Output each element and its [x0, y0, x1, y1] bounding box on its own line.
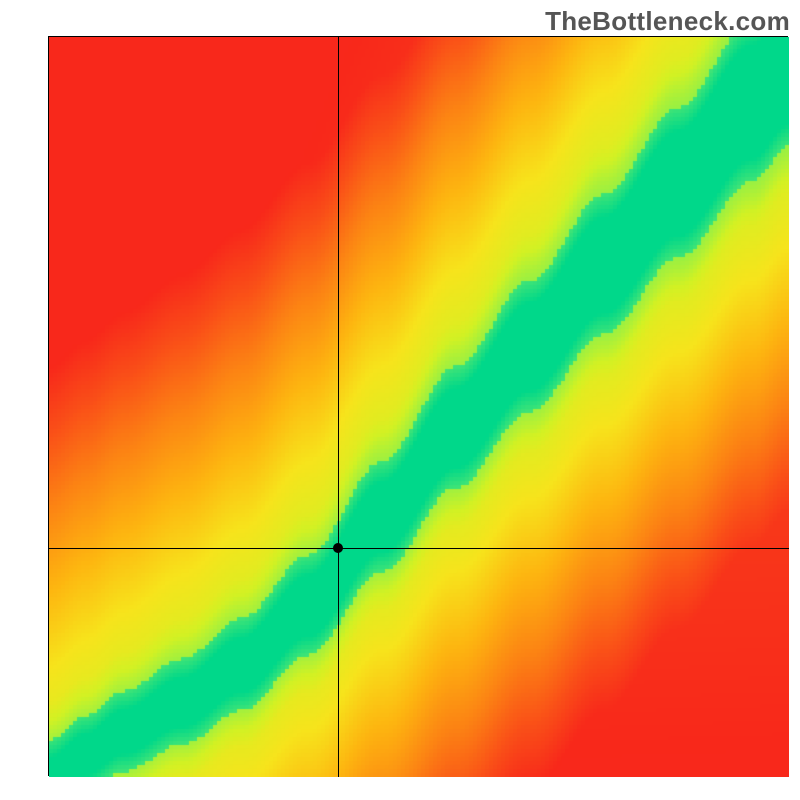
selection-marker-dot[interactable] [333, 543, 343, 553]
crosshair-vertical [338, 37, 339, 777]
bottleneck-heatmap-plot [48, 36, 788, 776]
crosshair-horizontal [49, 548, 789, 549]
watermark-text: TheBottleneck.com [545, 6, 790, 37]
heatmap-canvas [49, 37, 789, 777]
